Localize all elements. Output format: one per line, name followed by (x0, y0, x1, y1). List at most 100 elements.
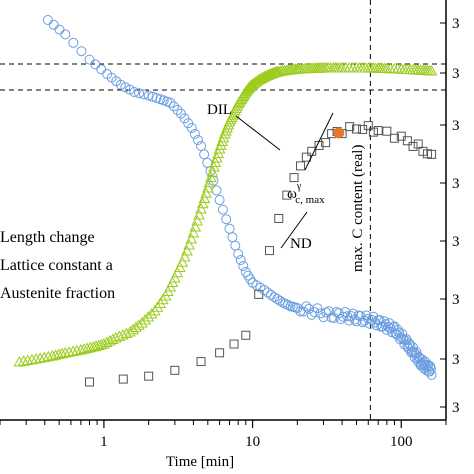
length-change-point (67, 345, 79, 356)
length-change-point (34, 352, 47, 363)
austenite-fraction-point (229, 339, 239, 349)
lattice-constant-point (321, 307, 332, 318)
length-change-point (195, 202, 207, 214)
lattice-constant-point (68, 37, 79, 48)
lattice-constant-point (408, 347, 419, 358)
lattice-constant-point (143, 90, 154, 101)
x-axis-title: Time [min] (166, 454, 234, 470)
length-change-point (49, 349, 62, 360)
omega-superscript: γ (296, 181, 302, 192)
right-axis-tick-label: 3 (452, 118, 460, 134)
austenite-fraction-point (241, 330, 251, 340)
length-change-point (198, 192, 211, 203)
lattice-constant-point (424, 366, 435, 377)
lattice-constant-point (238, 261, 249, 271)
nd-leader-line (280, 211, 308, 249)
lattice-constant-point (262, 287, 273, 298)
length-change-point (136, 316, 148, 328)
length-change-point (38, 351, 51, 362)
lattice-constant-point (301, 301, 312, 312)
x-axis-ticks: 1 10 100 (0, 420, 447, 450)
length-change-point (203, 176, 216, 188)
legend-entry-austenite-fraction: Austenite fraction (0, 285, 115, 302)
lattice-constant-point (189, 129, 200, 139)
length-change-point (205, 171, 217, 182)
right-axis-tick-label: 3 (452, 176, 460, 192)
length-change-point (148, 304, 161, 316)
length-change-point (103, 334, 116, 346)
length-change-point (13, 355, 26, 367)
length-change-point (63, 346, 76, 357)
lattice-constant-point (217, 204, 228, 215)
length-change-point (95, 338, 108, 350)
omega-subscript: c, max (295, 194, 325, 206)
length-change-point (171, 266, 184, 278)
length-change-point (154, 297, 167, 308)
vertical-line-label: max. C content (real) (350, 145, 366, 272)
length-change-point (133, 319, 145, 330)
austenite-fraction-point (282, 190, 292, 200)
lattice-constant-point (269, 292, 280, 303)
lattice-constant-point (76, 46, 87, 57)
austenite-fraction-point (118, 374, 128, 384)
x-tick-label: 10 (245, 434, 260, 450)
lattice-constant-point (323, 306, 334, 317)
lattice-constant-point (275, 295, 286, 306)
lattice-constant-point (366, 314, 377, 325)
length-change-point (185, 232, 198, 244)
lattice-constant-point (60, 29, 71, 40)
austenite-fraction-point (373, 126, 383, 136)
austenite-fraction-point (368, 127, 378, 137)
austenite-fraction-point (413, 139, 423, 149)
length-change-point (189, 220, 202, 232)
length-change-point (87, 340, 100, 352)
lattice-constant-series (42, 15, 437, 380)
length-change-point (173, 261, 186, 272)
max-carbon-marker-group (333, 127, 345, 139)
austenite-fraction-point (345, 122, 355, 132)
austenite-fraction-point (427, 149, 437, 159)
legend-entry-lattice-constant: Lattice constant a (0, 257, 113, 274)
lattice-constant-point (134, 88, 145, 99)
lattice-constant-point (186, 123, 197, 133)
x-tick-label: 100 (390, 434, 413, 450)
austenite-fraction-point (196, 357, 206, 367)
omega-label: ωγ c, max (287, 181, 325, 206)
omega-leader-line (304, 112, 334, 171)
lattice-constant-point (426, 369, 437, 380)
right-axis-tick-label: 3 (452, 352, 460, 368)
length-change-point (145, 307, 158, 319)
lattice-constant-point (168, 101, 179, 112)
length-change-point (59, 346, 72, 358)
lattice-constant-point (272, 294, 283, 304)
nd-label: ND (290, 236, 312, 252)
lattice-constant-point (129, 87, 140, 97)
length-change-point (216, 135, 229, 146)
length-change-point (151, 301, 164, 312)
austenite-fraction-point (215, 348, 225, 358)
length-change-point (139, 313, 151, 325)
max-carbon-marker (333, 127, 345, 139)
omega-symbol: ω (287, 186, 297, 202)
length-change-point (26, 353, 38, 365)
right-axis-ticks: 3 3 3 3 3 3 3 3 (440, 16, 460, 416)
austenite-fraction-point (274, 213, 284, 223)
lattice-constant-point (165, 97, 176, 108)
length-change-point (71, 344, 83, 356)
length-change-point (178, 250, 191, 262)
lattice-constant-point (214, 195, 225, 205)
lattice-constant-point (335, 314, 346, 325)
lattice-constant-point (411, 347, 422, 358)
length-change-point (200, 187, 212, 198)
lattice-constant-point (233, 249, 244, 259)
length-change-series (13, 61, 438, 367)
length-change-point (206, 166, 219, 177)
austenite-fraction-point (265, 246, 275, 256)
lattice-constant-point (425, 363, 436, 374)
lattice-constant-point (221, 214, 232, 225)
length-change-point (90, 340, 102, 351)
length-change-point (425, 64, 438, 76)
lattice-constant-point (318, 312, 329, 323)
length-change-point (142, 310, 155, 322)
length-change-point (191, 214, 204, 226)
